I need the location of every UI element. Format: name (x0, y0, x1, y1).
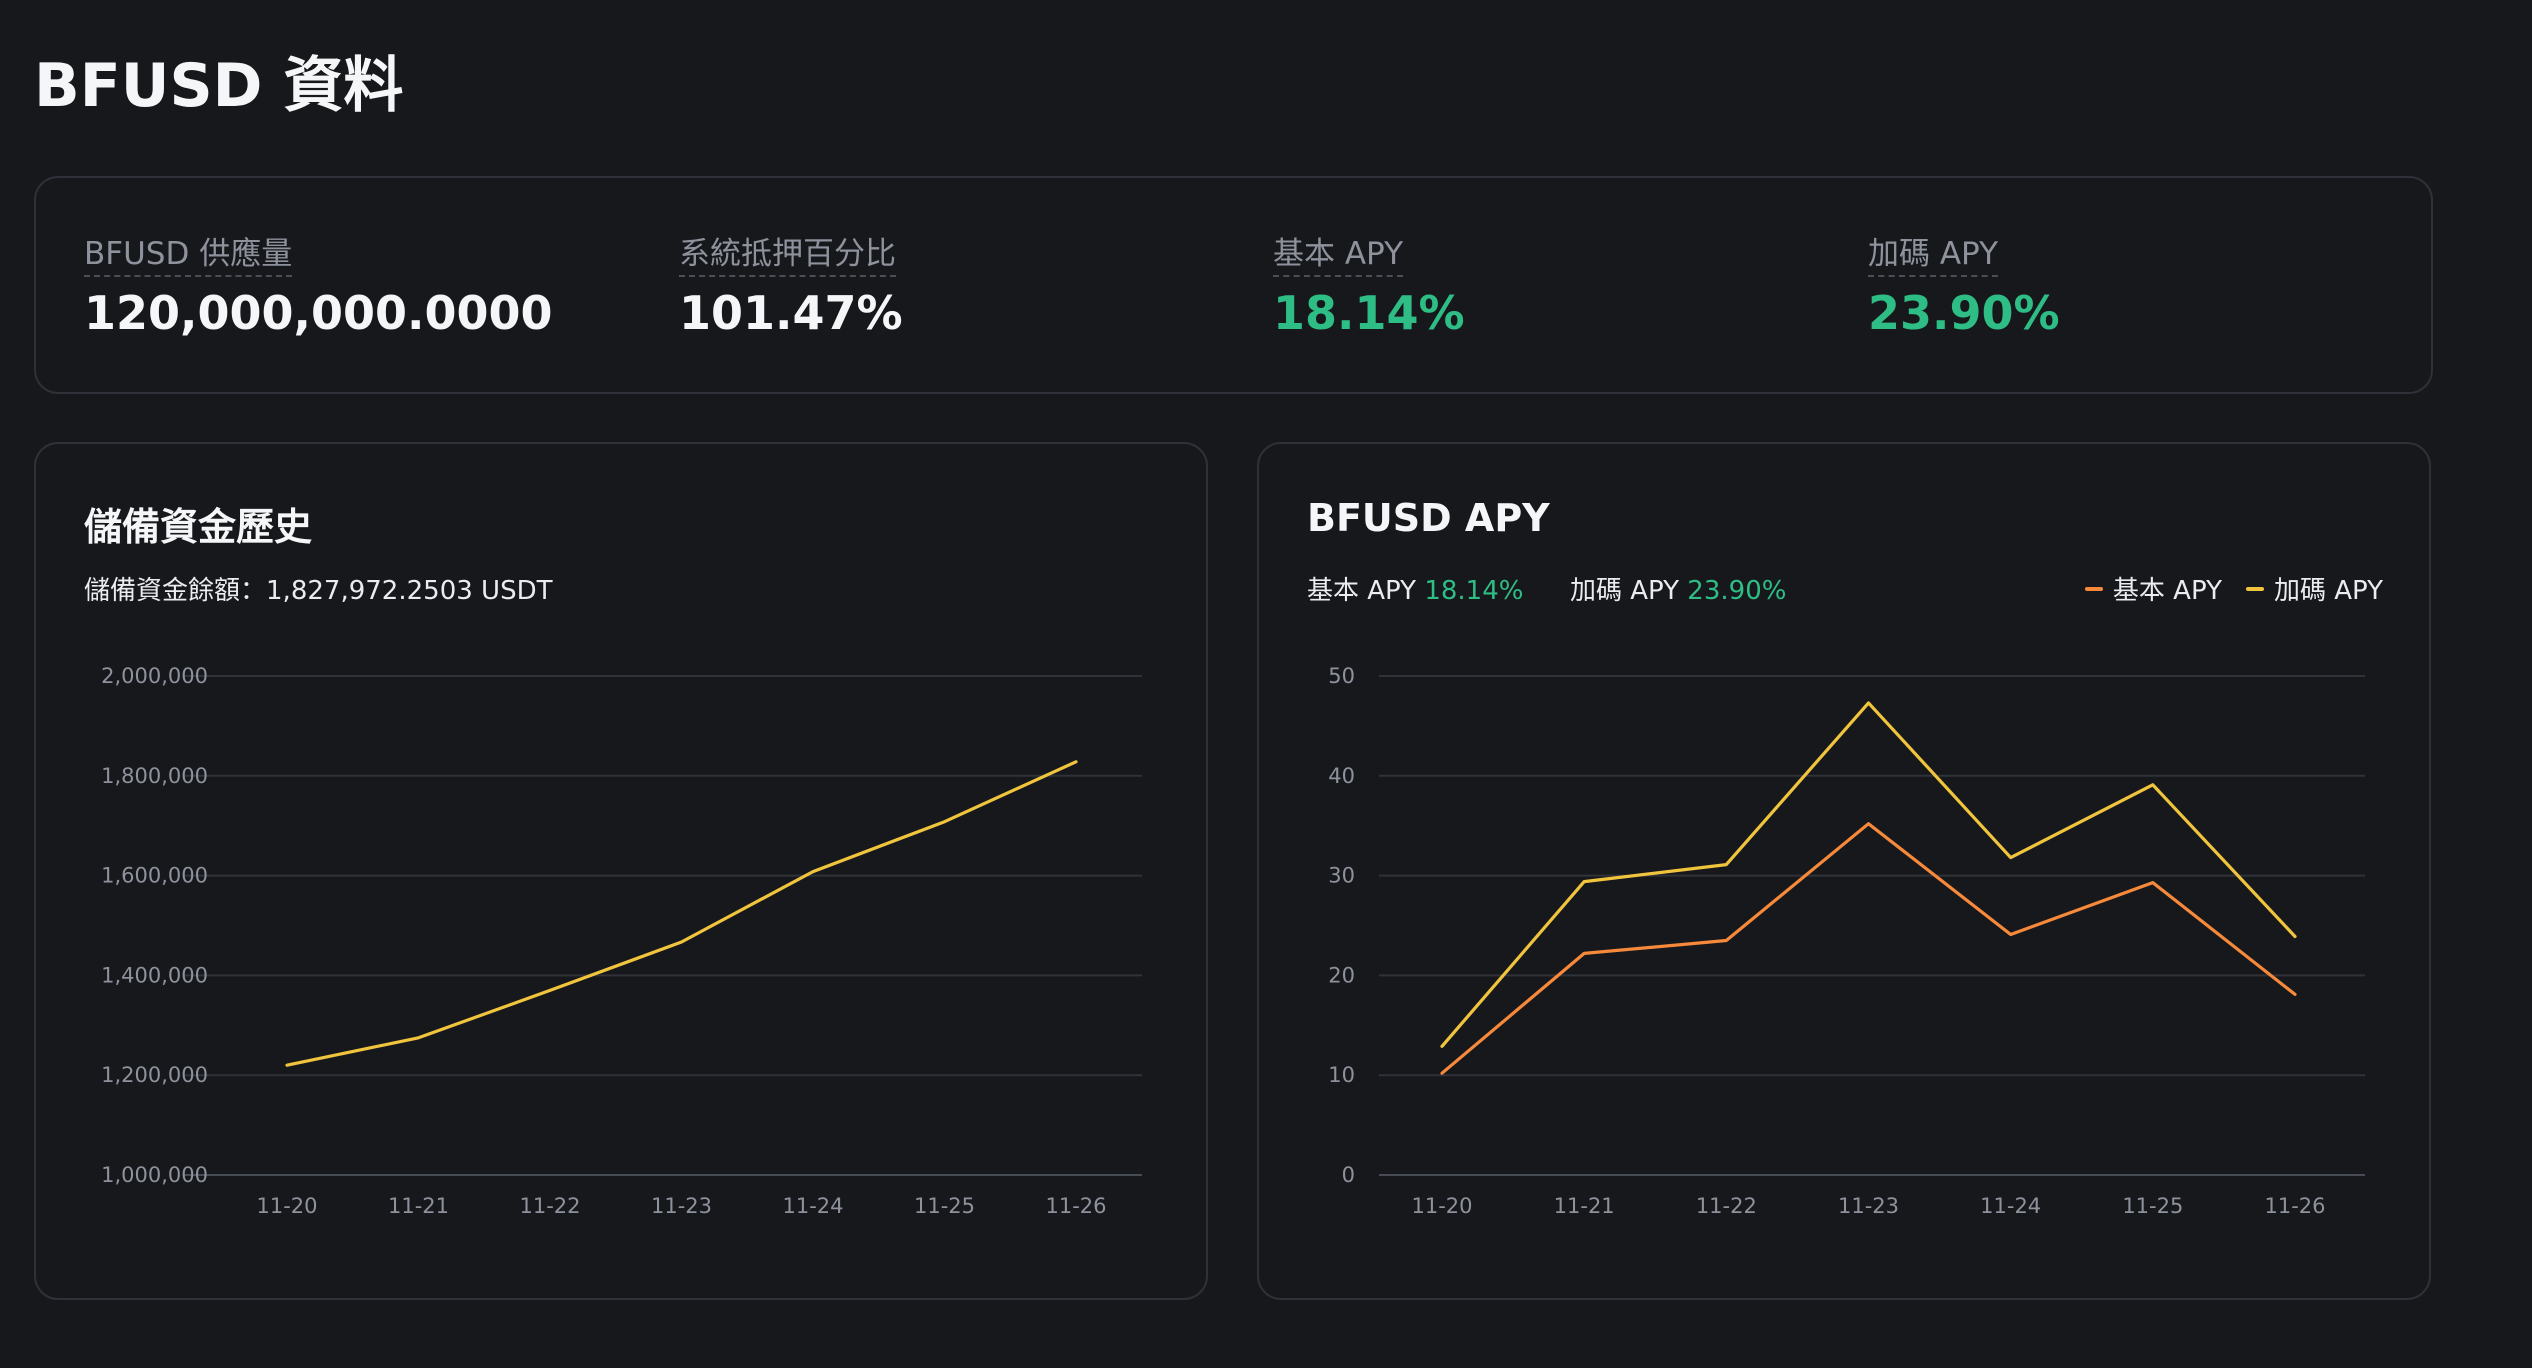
reserve-chart-card: 儲備資金歷史 儲備資金餘額：1,827,972.2503 USDT 1,000,… (34, 442, 1208, 1300)
apy-chart-svg[interactable]: 0 10 20 30 40 50 11-20 11-21 11-22 11-23 11-24 11-2… (1259, 444, 2429, 1298)
stat-base-apy-label[interactable]: 基本 APY (1273, 236, 1404, 278)
legend-label-bonus-apy: 加碼 APY (2273, 576, 2383, 606)
stat-supply: BFUSD 供應量 120,000,000.0000 (84, 236, 553, 340)
apy-x-tick-label: 11-22 (1696, 1194, 1757, 1218)
reserve-x-tick-label: 11-22 (519, 1194, 580, 1218)
apy-y-tick-label: 40 (1328, 764, 1355, 788)
reserve-chart-subtitle: 儲備資金餘額：1,827,972.2503 USDT (84, 570, 552, 607)
apy-chart-legend: 基本 APY 加碼 APY (2061, 570, 2383, 607)
apy-summary-bonus-value: 23.90% (1687, 576, 1787, 606)
apy-series-line-0[interactable] (1440, 822, 2297, 1075)
reserve-y-tick-label: 1,000,000 (101, 1163, 208, 1187)
legend-item-bonus-apy[interactable]: 加碼 APY (2245, 570, 2383, 607)
legend-swatch-base-apy (2084, 586, 2103, 591)
page-title: BFUSD 資料 (34, 51, 404, 121)
reserve-y-tick-label: 1,800,000 (101, 764, 208, 788)
stat-bonus-apy-label[interactable]: 加碼 APY (1868, 236, 1999, 278)
reserve-x-tick-label: 11-26 (1045, 1194, 1106, 1218)
stats-card: BFUSD 供應量 120,000,000.0000 系統抵押百分比 101.4… (34, 176, 2433, 394)
reserve-series-line-0[interactable] (285, 760, 1078, 1067)
apy-y-tick-label: 30 (1328, 864, 1355, 888)
reserve-x-tick-label: 11-25 (914, 1194, 975, 1218)
apy-x-tick-label: 11-20 (1411, 1194, 1472, 1218)
reserve-chart-title: 儲備資金歷史 (84, 505, 313, 549)
legend-swatch-bonus-apy (2245, 586, 2264, 591)
apy-y-tick-label: 20 (1328, 963, 1355, 987)
apy-chart-title: BFUSD APY (1307, 496, 1550, 540)
apy-y-tick-label: 50 (1328, 664, 1355, 688)
apy-x-tick-label: 11-23 (1838, 1194, 1899, 1218)
reserve-y-tick-label: 2,000,000 (101, 664, 208, 688)
stat-collateral: 系統抵押百分比 101.47% (679, 236, 903, 340)
apy-y-tick-label: 0 (1342, 1163, 1355, 1187)
reserve-x-tick-label: 11-21 (388, 1194, 449, 1218)
reserve-y-tick-label: 1,200,000 (101, 1063, 208, 1087)
apy-x-tick-label: 11-24 (1980, 1194, 2041, 1218)
reserve-x-tick-label: 11-23 (651, 1194, 712, 1218)
apy-chart-card: BFUSD APY 基本 APY 18.14% 加碼 APY 23.90% 基本… (1257, 442, 2431, 1300)
reserve-x-tick-label: 11-24 (782, 1194, 843, 1218)
stat-bonus-apy-value: 23.90% (1868, 286, 2060, 341)
reserve-y-tick-label: 1,400,000 (101, 963, 208, 987)
apy-chart-summary: 基本 APY 18.14% 加碼 APY 23.90% (1307, 570, 1786, 607)
apy-summary-bonus-label: 加碼 APY (1569, 576, 1680, 606)
stat-bonus-apy: 加碼 APY 23.90% (1868, 236, 2060, 340)
legend-label-base-apy: 基本 APY (2112, 576, 2222, 606)
stat-collateral-label[interactable]: 系統抵押百分比 (679, 236, 896, 278)
apy-x-tick-label: 11-26 (2264, 1194, 2325, 1218)
stat-collateral-value: 101.47% (679, 286, 903, 341)
apy-x-tick-label: 11-25 (2122, 1194, 2183, 1218)
apy-summary-base-label: 基本 APY (1307, 576, 1417, 606)
apy-summary-base-value: 18.14% (1424, 576, 1524, 606)
reserve-y-tick-label: 1,600,000 (101, 864, 208, 888)
stat-supply-value: 120,000,000.0000 (84, 286, 553, 341)
reserve-balance-label: 儲備資金餘額： (84, 576, 267, 606)
reserve-balance-value: 1,827,972.2503 USDT (266, 576, 553, 606)
legend-item-base-apy[interactable]: 基本 APY (2084, 570, 2222, 607)
stat-supply-label[interactable]: BFUSD 供應量 (84, 236, 293, 278)
reserve-chart-svg[interactable]: 1,000,000 1,200,000 1,400,000 1,600,000 1,80… (36, 444, 1206, 1298)
apy-x-tick-label: 11-21 (1554, 1194, 1615, 1218)
apy-series-line-1[interactable] (1440, 701, 2297, 1048)
apy-y-tick-label: 10 (1328, 1063, 1355, 1087)
reserve-x-tick-label: 11-20 (256, 1194, 317, 1218)
stat-base-apy: 基本 APY 18.14% (1273, 236, 1465, 340)
stat-base-apy-value: 18.14% (1273, 286, 1465, 341)
